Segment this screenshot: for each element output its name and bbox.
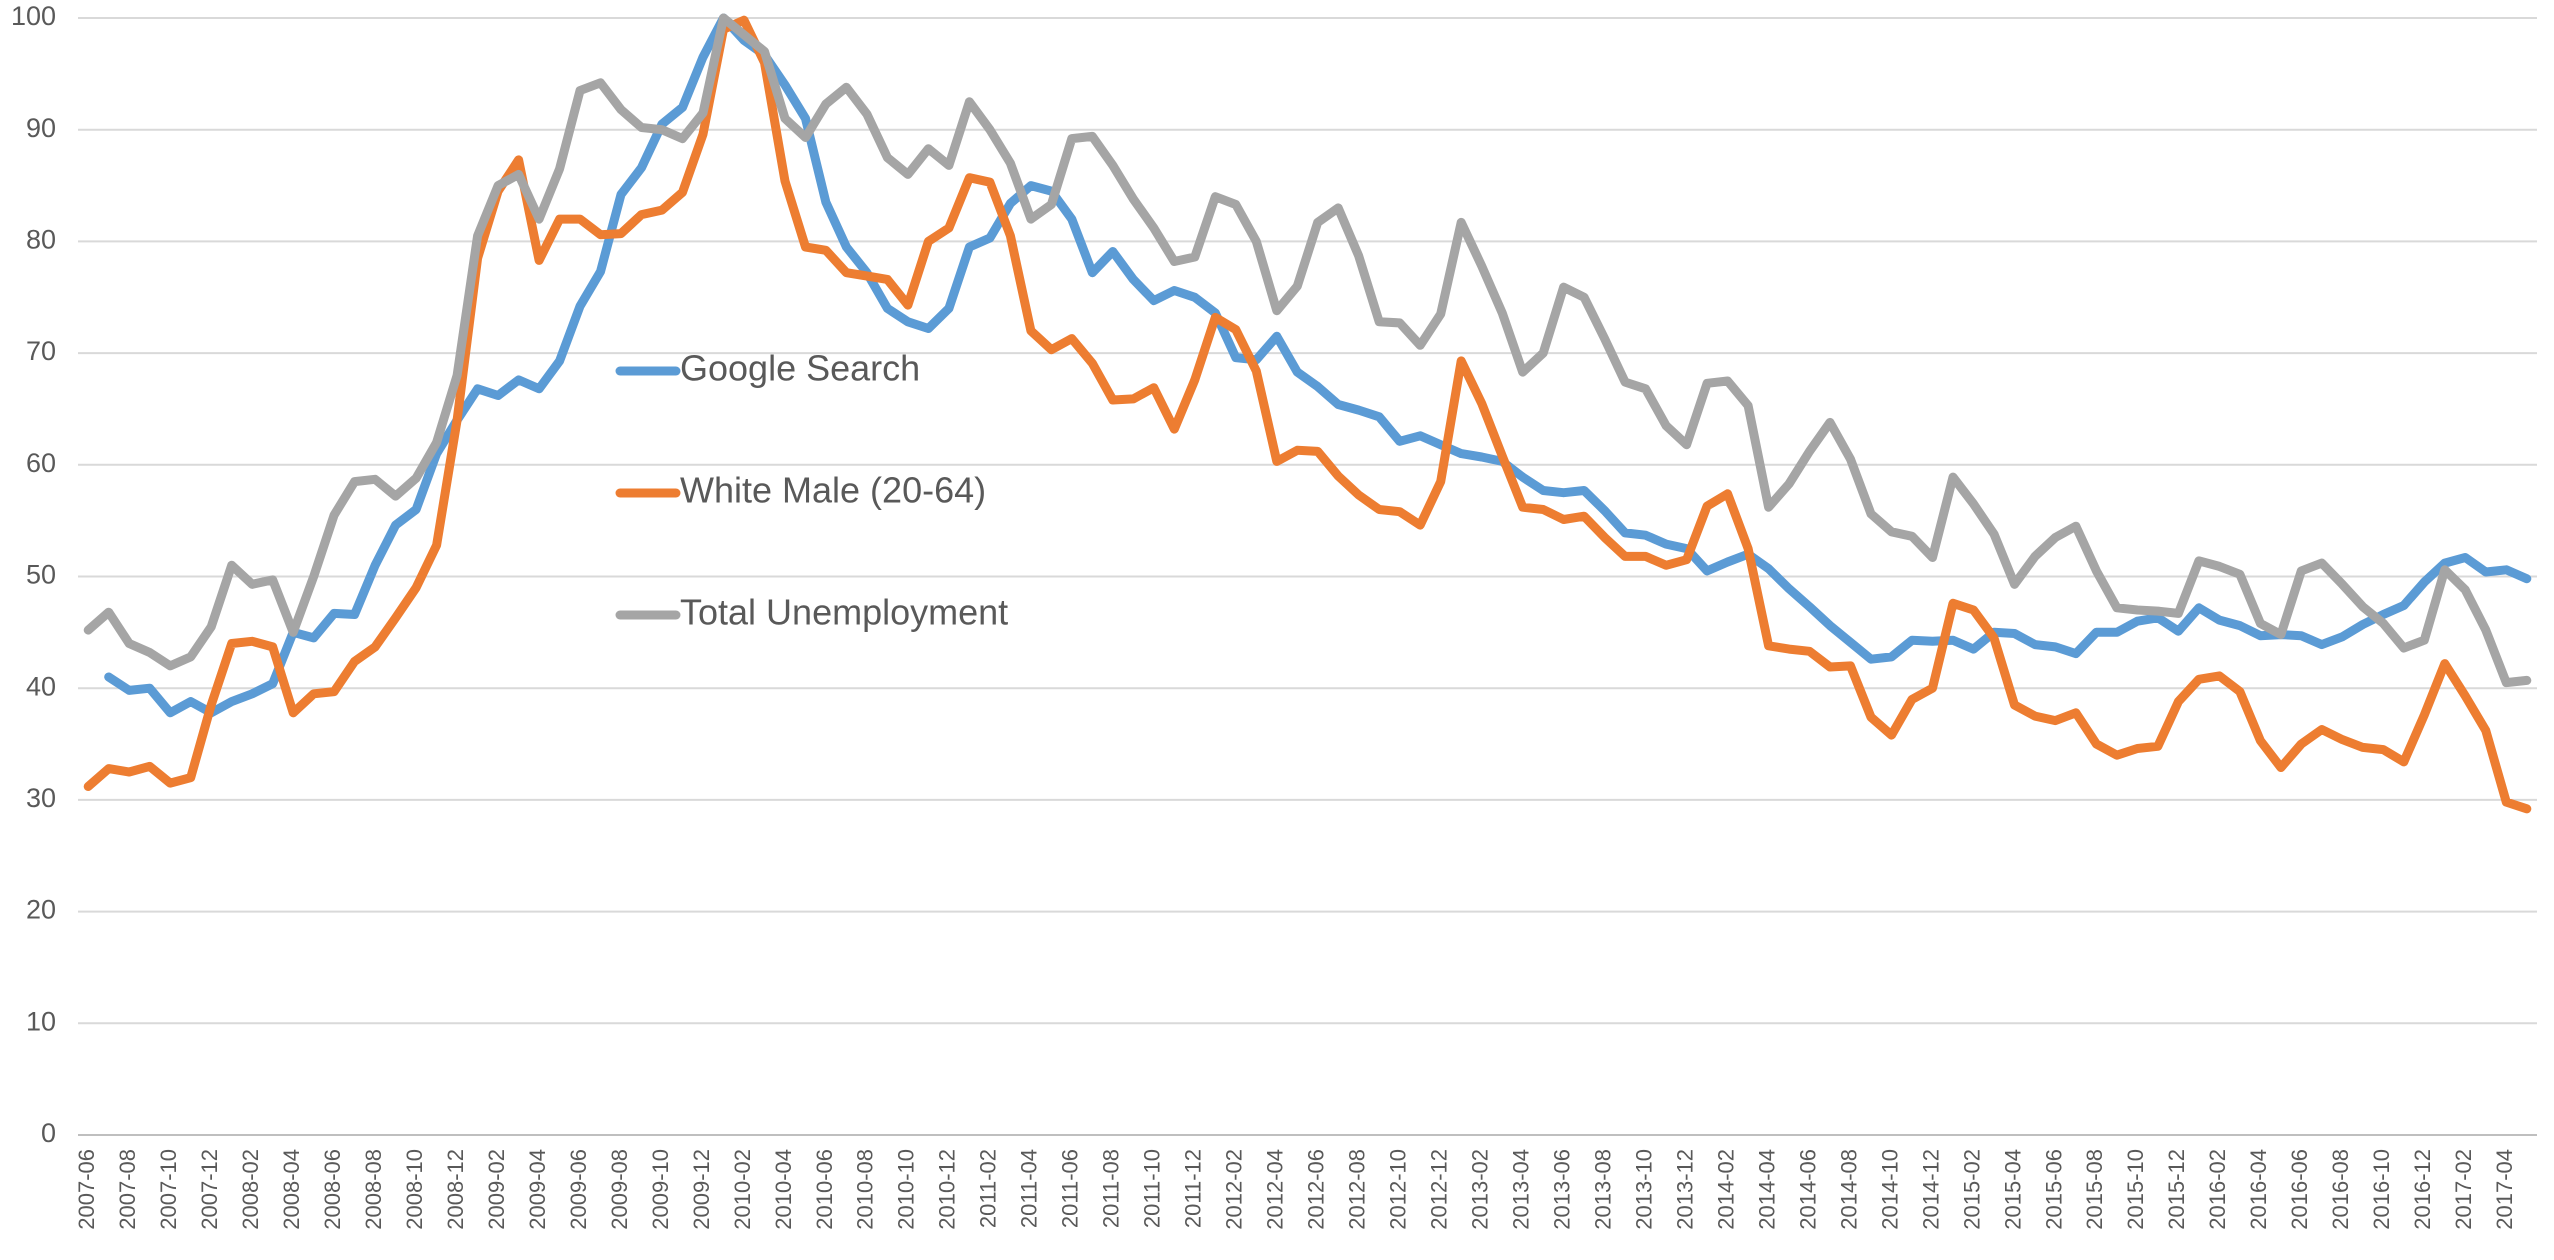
x-tick-label: 2015-08	[2082, 1149, 2107, 1230]
series-line	[83, 15, 2532, 814]
x-tick-label: 2013-08	[1590, 1149, 1615, 1230]
x-tick-label: 2009-06	[566, 1149, 591, 1230]
y-tick-label: 20	[26, 895, 56, 925]
x-tick-label: 2007-10	[156, 1149, 181, 1230]
x-tick-label: 2014-04	[1754, 1149, 1779, 1230]
y-tick-label: 90	[26, 113, 56, 143]
y-tick-label: 0	[41, 1118, 56, 1148]
x-tick-label: 2012-12	[1427, 1149, 1452, 1230]
x-tick-label: 2008-08	[361, 1149, 386, 1230]
y-tick-label: 50	[26, 560, 56, 590]
y-tick-label: 60	[26, 448, 56, 478]
x-tick-label: 2009-04	[525, 1149, 550, 1230]
x-tick-label: 2010-10	[894, 1149, 919, 1230]
x-tick-label: 2011-04	[1017, 1149, 1042, 1228]
y-tick-label: 10	[26, 1006, 56, 1036]
x-tick-label: 2007-12	[197, 1149, 222, 1230]
x-tick-label: 2014-08	[1836, 1149, 1861, 1230]
x-tick-label: 2007-08	[115, 1149, 140, 1230]
x-tick-label: 2015-04	[2000, 1149, 2025, 1230]
x-tick-label: 2016-08	[2328, 1149, 2353, 1230]
x-tick-label: 2012-08	[1345, 1149, 1370, 1230]
x-tick-label: 2017-02	[2451, 1149, 2476, 1230]
x-tick-label: 2010-12	[935, 1149, 960, 1230]
x-tick-label: 2016-06	[2287, 1149, 2312, 1230]
x-tick-label: 2013-10	[1631, 1149, 1656, 1230]
x-tick-label: 2016-10	[2369, 1149, 2394, 1230]
x-tick-label: 2009-02	[484, 1149, 509, 1230]
series-line	[83, 13, 2532, 688]
x-tick-label: 2011-08	[1099, 1149, 1124, 1228]
legend-label: White Male (20-64)	[680, 470, 986, 511]
x-tick-label: 2017-04	[2492, 1149, 2517, 1230]
x-tick-label: 2011-02	[976, 1149, 1001, 1228]
x-tick-label: 2011-10	[1140, 1149, 1165, 1228]
x-tick-label: 2013-06	[1549, 1149, 1574, 1230]
x-tick-label: 2009-10	[648, 1149, 673, 1230]
x-tick-label: 2014-12	[1918, 1149, 1943, 1230]
x-tick-label: 2012-06	[1304, 1149, 1329, 1230]
y-tick-label: 100	[11, 1, 56, 31]
x-tick-label: 2016-04	[2246, 1149, 2271, 1230]
x-tick-label: 2015-12	[2164, 1149, 2189, 1230]
x-tick-label: 2010-08	[853, 1149, 878, 1230]
x-tick-label: 2008-12	[443, 1149, 468, 1230]
x-tick-label: 2011-06	[1058, 1149, 1083, 1228]
x-tick-label: 2012-02	[1222, 1149, 1247, 1230]
x-tick-label: 2014-06	[1795, 1149, 1820, 1230]
x-tick-label: 2009-12	[689, 1149, 714, 1230]
x-tick-label: 2013-04	[1508, 1149, 1533, 1230]
x-tick-label: 2008-06	[320, 1149, 345, 1230]
x-tick-label: 2012-04	[1263, 1149, 1288, 1230]
x-tick-label: 2016-02	[2205, 1149, 2230, 1230]
x-tick-label: 2014-10	[1877, 1149, 1902, 1230]
x-tick-label: 2008-04	[279, 1149, 304, 1230]
x-tick-label: 2008-02	[238, 1149, 263, 1230]
y-tick-label: 30	[26, 783, 56, 813]
y-tick-label: 40	[26, 671, 56, 701]
legend-label: Google Search	[680, 348, 920, 389]
x-tick-label: 2015-02	[1959, 1149, 1984, 1230]
legend-label: Total Unemployment	[680, 592, 1008, 633]
x-tick-label: 2010-02	[730, 1149, 755, 1230]
x-tick-label: 2010-06	[812, 1149, 837, 1230]
y-tick-label: 80	[26, 225, 56, 255]
x-tick-label: 2014-02	[1713, 1149, 1738, 1230]
x-tick-label: 2012-10	[1386, 1149, 1411, 1230]
x-tick-label: 2007-06	[74, 1149, 99, 1230]
x-tick-label: 2010-04	[771, 1149, 796, 1230]
y-tick-label: 70	[26, 336, 56, 366]
x-tick-label: 2015-06	[2041, 1149, 2066, 1230]
x-tick-label: 2016-12	[2410, 1149, 2435, 1230]
x-tick-label: 2013-02	[1467, 1149, 1492, 1230]
x-tick-label: 2009-08	[607, 1149, 632, 1230]
x-tick-label: 2008-10	[402, 1149, 427, 1230]
x-tick-label: 2011-12	[1181, 1149, 1206, 1228]
x-tick-label: 2015-10	[2123, 1149, 2148, 1230]
series-line	[104, 13, 2532, 718]
x-tick-label: 2013-12	[1672, 1149, 1697, 1230]
